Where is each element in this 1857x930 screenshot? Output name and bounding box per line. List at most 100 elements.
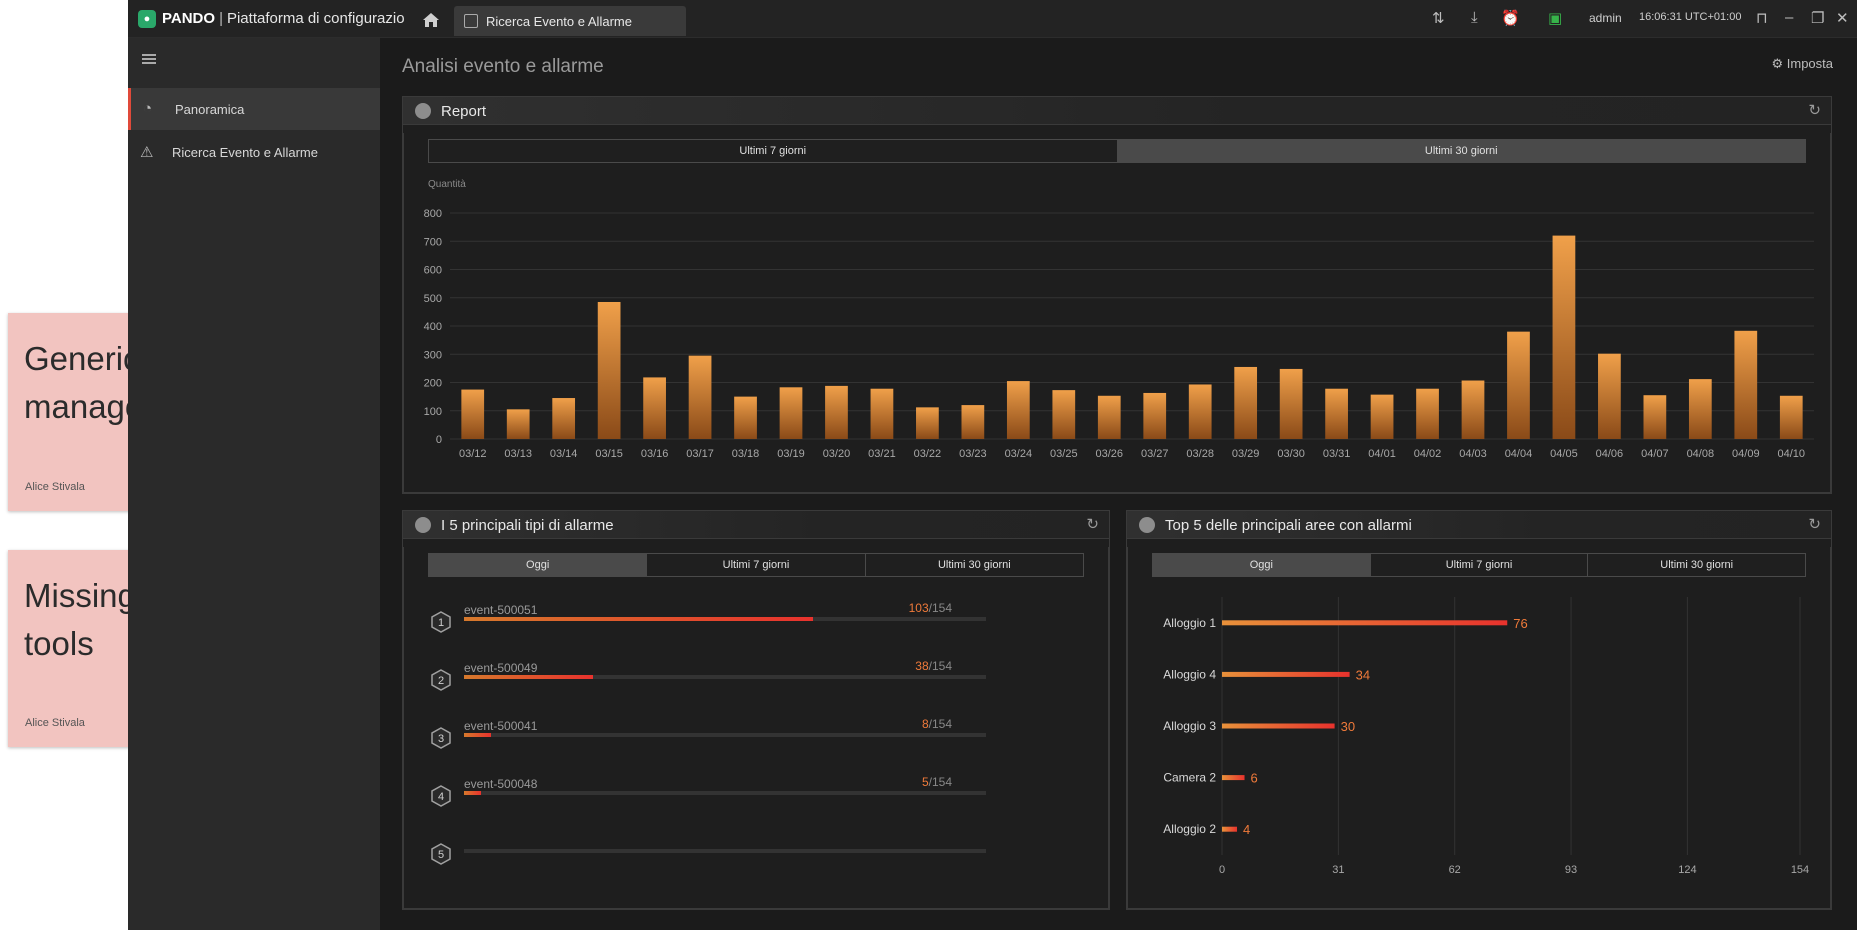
report-bar[interactable] (1143, 392, 1167, 439)
y-tick-label: Alloggio 3 (1163, 719, 1216, 733)
event-count: 103/154 (909, 601, 952, 615)
ranking-row[interactable]: 1 event-500051 103/154 (430, 601, 986, 643)
area-bar[interactable] (1222, 826, 1238, 832)
report-bar[interactable] (1734, 330, 1758, 439)
rank-number: 1 (438, 617, 444, 629)
pando-logo-icon: ● (138, 10, 156, 28)
report-bar[interactable] (916, 407, 939, 439)
report-bar[interactable] (552, 398, 576, 439)
report-bar[interactable] (1416, 388, 1439, 439)
y-tick-label: Camera 2 (1163, 771, 1216, 785)
report-bar[interactable] (643, 377, 666, 439)
area-bar[interactable] (1222, 620, 1508, 626)
report-bar[interactable] (1006, 381, 1030, 439)
x-tick-label: 03/25 (1050, 448, 1078, 460)
x-tick-label: 124 (1678, 864, 1696, 876)
report-bar[interactable] (1507, 331, 1530, 439)
sidebar-item-label: Panoramica (175, 102, 245, 117)
x-tick-label: 0 (1219, 864, 1225, 876)
sidebar-item-overview[interactable]: ◔ Panoramica (128, 88, 380, 130)
report-bar[interactable] (1097, 395, 1121, 439)
report-bar[interactable] (461, 389, 485, 439)
rank-badge-icon: 1 (431, 611, 451, 633)
x-tick-label: 03/19 (777, 448, 805, 460)
tab-today[interactable]: Oggi (1153, 554, 1371, 576)
progress-fill (464, 791, 481, 795)
panel-header: Top 5 delle principali aree con allarmi … (1127, 511, 1831, 539)
close-icon[interactable]: ✕ (1836, 10, 1849, 27)
panel-body: Oggi Ultimi 7 giorni Ultimi 30 giorni 1 e… (403, 547, 1109, 909)
report-bar[interactable] (688, 355, 712, 439)
minimize-icon[interactable]: – (1785, 9, 1794, 26)
report-bar[interactable] (1779, 395, 1803, 439)
area-bar[interactable] (1222, 723, 1335, 729)
refresh-icon[interactable]: ↻ (1808, 102, 1821, 119)
x-tick-label: 03/15 (595, 448, 623, 460)
settings-button[interactable]: ⚙ Imposta (1771, 56, 1833, 72)
tab-last-7-days[interactable]: Ultimi 7 giorni (1370, 554, 1589, 576)
event-name: event-500048 (464, 777, 538, 791)
report-bar[interactable] (1188, 384, 1212, 439)
tab-last-7-days[interactable]: Ultimi 7 giorni (647, 554, 866, 576)
clock: 16:06:31 UTC+01:00 (1639, 11, 1742, 23)
count-total: /154 (928, 601, 952, 615)
tab-last-7-days[interactable]: Ultimi 7 giorni (429, 140, 1118, 162)
report-bar[interactable] (1461, 380, 1485, 439)
tab-last-30-days[interactable]: Ultimi 30 giorni (1588, 554, 1806, 576)
transfer-icon[interactable]: ⇅ (1432, 10, 1445, 27)
count-total: /154 (928, 659, 952, 673)
menu-toggle-icon[interactable] (142, 54, 156, 64)
tab-today[interactable]: Oggi (429, 554, 648, 576)
report-bar[interactable] (1370, 394, 1394, 439)
user-name[interactable]: admin (1589, 11, 1622, 25)
report-bar[interactable] (1643, 395, 1667, 439)
y-tick-label: Alloggio 4 (1163, 667, 1216, 681)
x-tick-label: 04/08 (1687, 448, 1715, 460)
report-bar[interactable] (1279, 368, 1303, 439)
tab-last-30-days[interactable]: Ultimi 30 giorni (1117, 140, 1805, 162)
status-icon[interactable]: ▣ (1548, 10, 1563, 27)
refresh-icon[interactable]: ↻ (1086, 516, 1099, 533)
area-bar[interactable] (1222, 671, 1350, 677)
y-tick-label: 100 (424, 406, 442, 418)
restore-icon[interactable]: ❐ (1811, 10, 1825, 27)
report-bar[interactable] (825, 385, 848, 439)
report-bar[interactable] (734, 396, 757, 439)
report-bar[interactable] (870, 388, 894, 439)
x-tick-label: 31 (1332, 864, 1344, 876)
report-bar[interactable] (779, 387, 803, 439)
report-bar-chart: Quantità 0 100 200 300 400 500 600 700 800 03/12 03… (424, 179, 1814, 460)
report-bar[interactable] (1325, 388, 1348, 439)
ranking-row[interactable]: 4 event-500048 5/154 (430, 775, 986, 817)
alarm-bell-icon[interactable]: ⏰ (1501, 10, 1520, 27)
refresh-icon[interactable]: ↻ (1808, 516, 1821, 533)
top-alarm-types-panel: I 5 principali tipi di allarme ↻ Oggi Ul… (402, 510, 1110, 910)
x-tick-label: 93 (1565, 864, 1577, 876)
count-value: 38 (915, 659, 929, 673)
ranking-row[interactable]: 2 event-500049 38/154 (430, 659, 986, 701)
download-icon[interactable]: ⤓ (1471, 9, 1478, 26)
panel-title: Report (441, 103, 487, 120)
ranking-row[interactable]: 3 event-500041 8/154 (430, 717, 986, 759)
home-icon[interactable] (422, 12, 440, 28)
report-bar[interactable] (597, 301, 621, 439)
progress-track (464, 791, 986, 795)
report-bar[interactable] (1552, 235, 1576, 439)
lock-icon[interactable]: ⊓ (1756, 10, 1768, 27)
sidebar-item-event-search[interactable]: ⚠ Ricerca Evento e Allarme (128, 131, 380, 173)
progress-track (464, 617, 986, 621)
tab-event-search[interactable]: Ricerca Evento e Allarme (454, 6, 686, 36)
rank-badge-icon: 2 (431, 669, 451, 691)
report-bar[interactable] (1598, 353, 1621, 439)
report-bar[interactable] (1052, 390, 1076, 439)
report-bar[interactable] (506, 409, 530, 439)
report-bar[interactable] (961, 405, 985, 439)
area-bar[interactable] (1222, 775, 1245, 781)
alarm-types-range-tabs: Oggi Ultimi 7 giorni Ultimi 30 giorni (428, 553, 1084, 577)
tab-last-30-days[interactable]: Ultimi 30 giorni (865, 554, 1083, 576)
report-bar[interactable] (1688, 379, 1712, 439)
report-bar[interactable] (1234, 366, 1258, 439)
rank-number: 2 (438, 675, 444, 687)
x-tick-label: 04/02 (1414, 448, 1442, 460)
ranking-row[interactable]: 5 (430, 835, 986, 875)
